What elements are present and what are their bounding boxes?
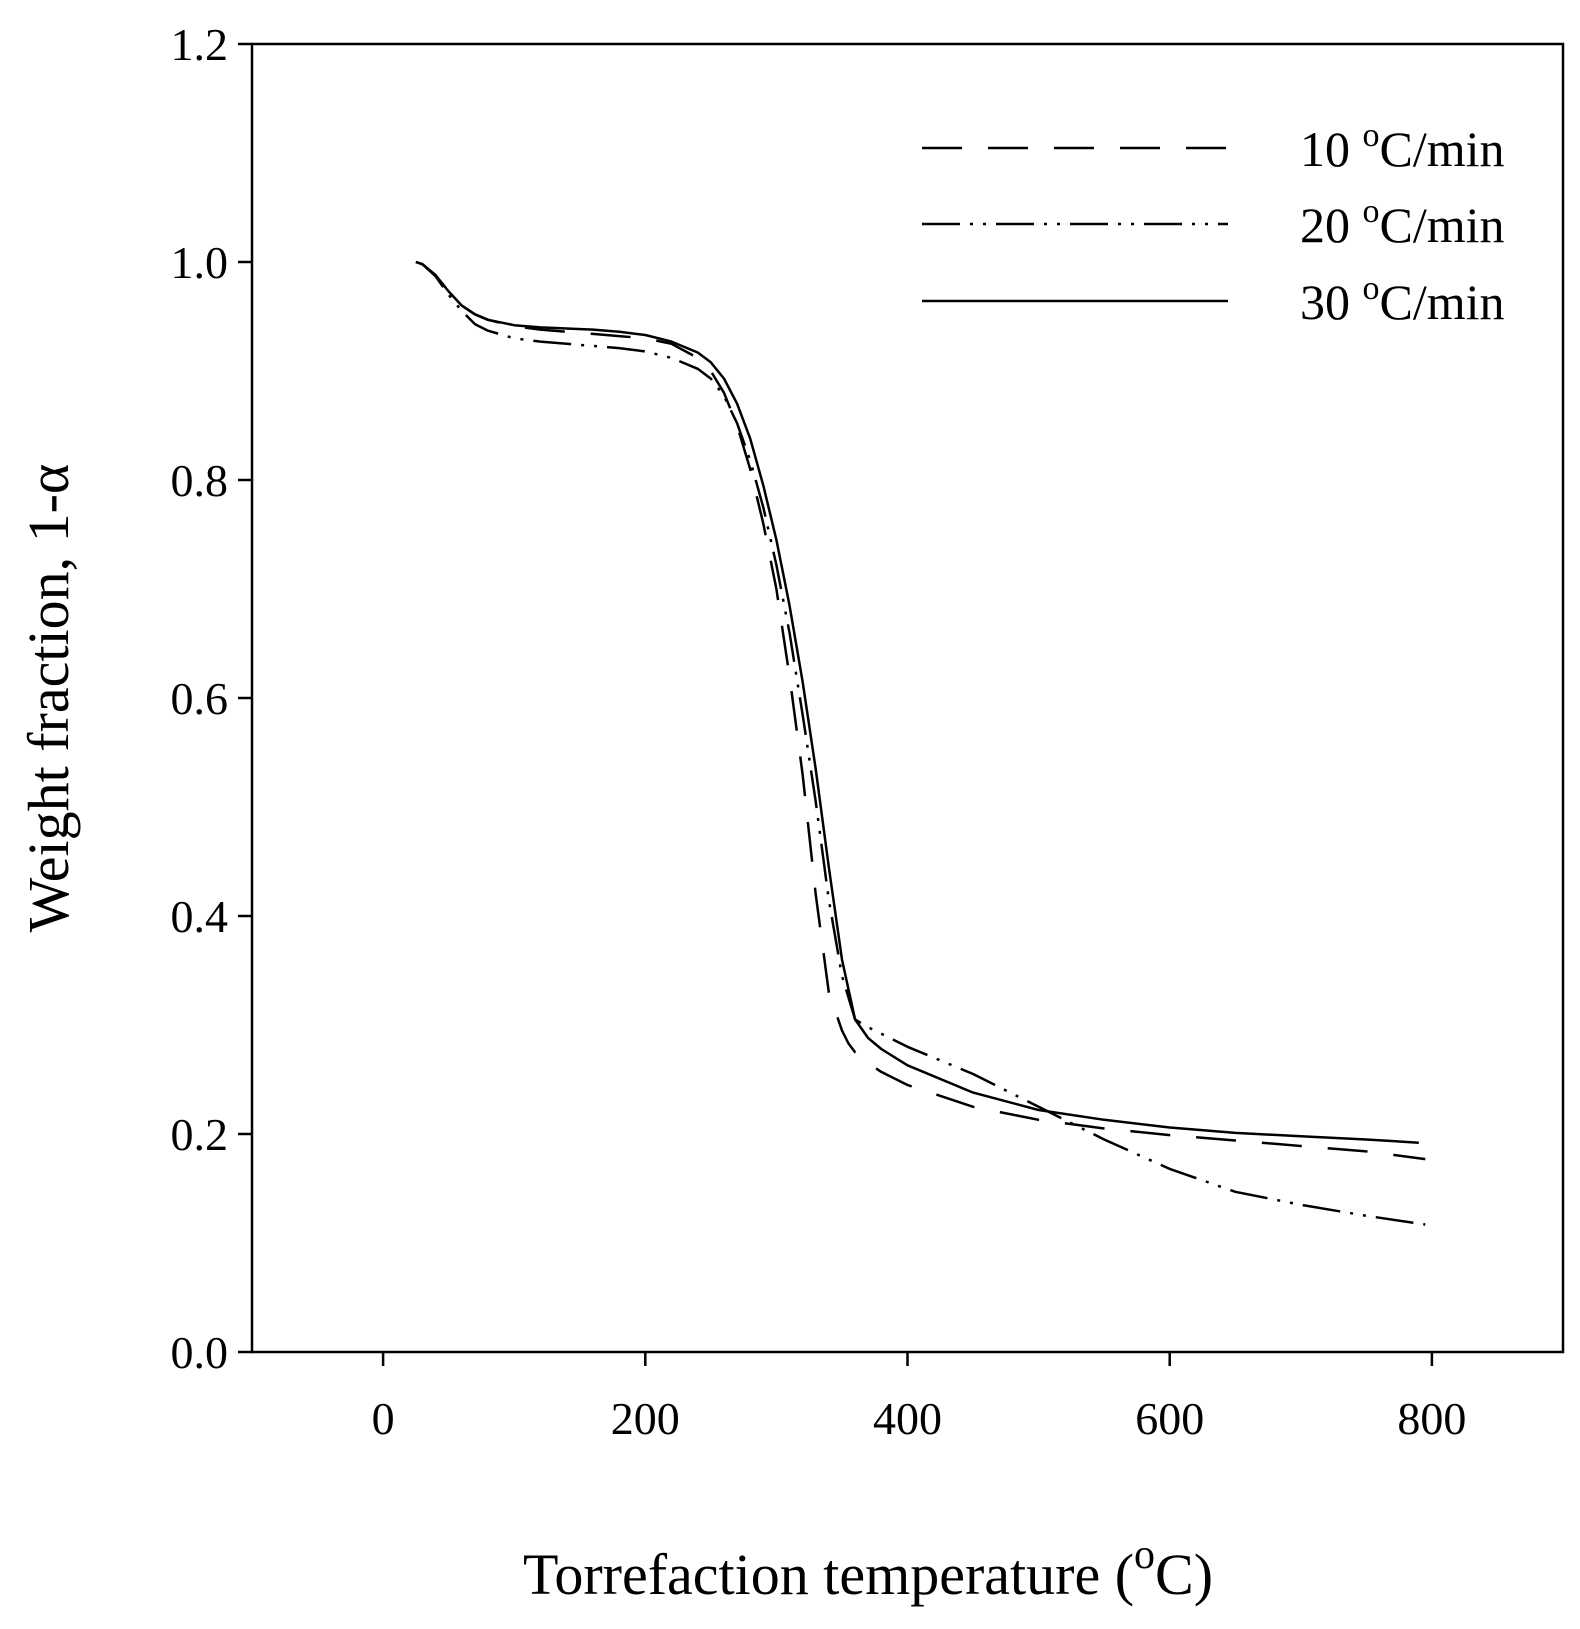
x-axis-title-tail: C)	[1155, 1542, 1213, 1607]
x-tick-label: 400	[873, 1393, 942, 1444]
legend-label-10-number: 10	[1300, 121, 1363, 177]
legend-label-20: 20 oC/min	[1300, 193, 1505, 253]
y-tick-label: 0.4	[171, 891, 229, 942]
y-tick-label: 0.2	[171, 1109, 229, 1160]
series-line-30	[415, 260, 1419, 1144]
series-group	[415, 260, 1426, 1226]
x-tick-label: 200	[611, 1393, 680, 1444]
x-tick-label: 600	[1135, 1393, 1204, 1444]
legend-label-10-superscript: o	[1363, 117, 1380, 154]
legend-label-30-number: 30	[1300, 274, 1363, 330]
y-tick-label: 0.0	[171, 1327, 229, 1378]
y-tick-label: 1.2	[171, 19, 229, 70]
legend-label-10-unit: C/min	[1380, 121, 1505, 177]
legend-label-20-superscript: o	[1363, 193, 1380, 230]
legend-label-30: 30 oC/min	[1300, 270, 1505, 330]
x-tick-label: 800	[1397, 1393, 1466, 1444]
series-line-20	[415, 260, 1426, 1226]
y-tick-label: 0.8	[171, 455, 229, 506]
legend-label-20-unit: C/min	[1380, 197, 1505, 253]
legend-label-30-superscript: o	[1363, 270, 1380, 307]
x-axis-title: Torrefaction temperature (oC)	[523, 1532, 1213, 1607]
y-axis-ticks: 0.0 0.2 0.4 0.6 0.8 1.0 1.2	[171, 19, 252, 1378]
y-axis-title: Weight fraction, 1-α	[16, 464, 81, 933]
legend-label-10: 10 oC/min	[1300, 117, 1505, 177]
x-axis-title-superscript: o	[1134, 1532, 1155, 1578]
legend-label-20-number: 20	[1300, 197, 1363, 253]
y-tick-label: 0.6	[171, 673, 229, 724]
legend: 10 oC/min 20 oC/min 30 oC/min	[922, 117, 1505, 330]
x-tick-label: 0	[372, 1393, 395, 1444]
y-tick-label: 1.0	[171, 237, 229, 288]
x-axis-ticks: 0 200 400 600 800	[372, 1352, 1466, 1444]
legend-label-30-unit: C/min	[1380, 274, 1505, 330]
x-axis-title-main: Torrefaction temperature (	[523, 1542, 1134, 1607]
